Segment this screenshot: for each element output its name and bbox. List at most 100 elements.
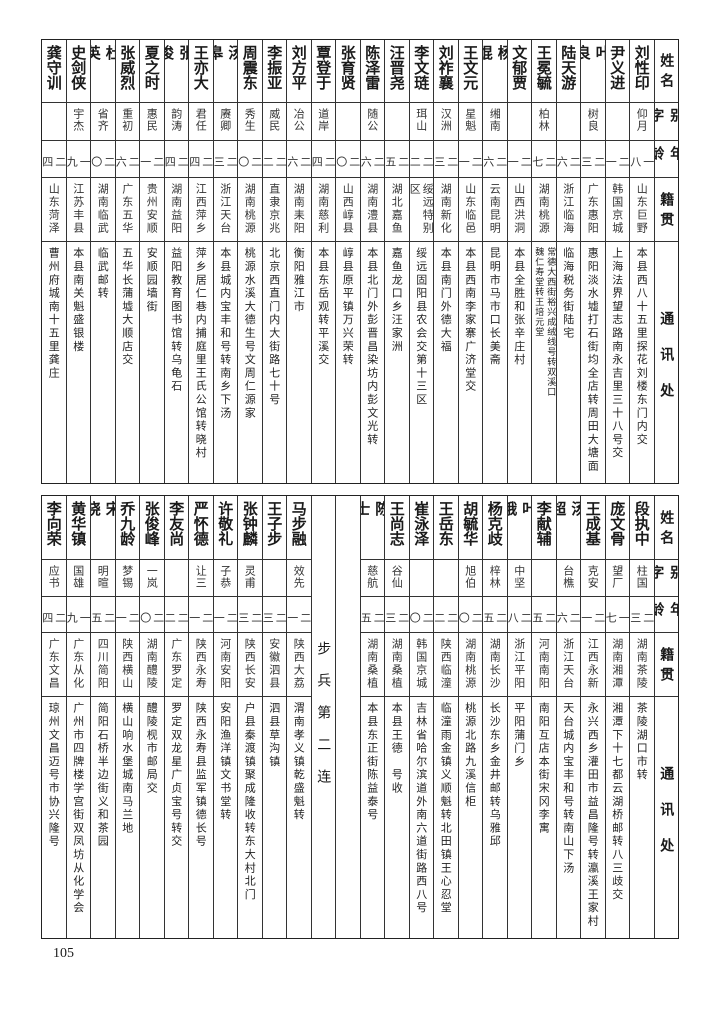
address-text: 衡阳雅江市: [292, 247, 306, 314]
age-text: 二三: [434, 155, 458, 170]
age-text: 二二: [262, 155, 287, 170]
age-cell: 二〇: [238, 141, 262, 179]
name-text: 张育贤: [338, 45, 357, 90]
name-text: 许敬礼: [216, 501, 235, 546]
address-cell: 茶陵湖口市转: [630, 697, 654, 938]
person-column: 史剑侠 宇杰 一九 江苏丰县 本县南关魁盛银楼: [65, 40, 90, 483]
address-cell: 湘潭下十七都云湖桥邮转八三歧交: [606, 697, 630, 938]
alias-text: 省齐: [96, 107, 110, 132]
alias-text: 珥山: [414, 107, 428, 132]
name-cell: 叶良: [581, 40, 605, 103]
name-cell: 宋晓: [91, 496, 115, 560]
origin-cell: 浙江临海: [556, 178, 580, 243]
alias-cell: [336, 103, 360, 141]
alias-text: 威民: [267, 107, 281, 132]
header-label-origin: 籍贯: [658, 647, 675, 688]
alias-cell: 珥山: [409, 103, 433, 141]
name-cell: 黄华镇: [66, 496, 90, 560]
alias-text: 随公: [365, 107, 379, 132]
alias-text: 明暄: [96, 564, 110, 589]
header-column: 姓名 别字 年龄 籍贯 通讯处: [653, 496, 679, 938]
origin-cell: 湖南临武: [91, 178, 115, 243]
origin-text: 湖南茶陵: [635, 638, 649, 691]
age-text: 二六: [483, 155, 507, 170]
address-cell: 崞县原平镇万兴荣转: [336, 242, 360, 483]
address-text: 临武邮转: [96, 247, 110, 301]
age-text: 二四: [164, 155, 189, 170]
origin-text: 湖南临武: [96, 183, 110, 236]
age-cell: 二六: [287, 141, 311, 179]
name-cell: 汤皋: [213, 40, 237, 103]
address-text: 本县西南李家寨广济堂交: [463, 247, 477, 394]
address-cell: 广州市四牌楼学宫街双凤坊从化学会: [67, 697, 91, 938]
age-cell: 二三: [385, 597, 409, 634]
origin-text: 四川简阳: [96, 638, 110, 691]
name-text: 陈士: [360, 501, 385, 536]
person-column: 叶良 树良 二三 广东惠阳 惠阳淡水墟打石街均全店转周田大塘面: [580, 40, 605, 483]
alias-cell: 中坚: [507, 560, 531, 597]
address-cell: 嘉鱼龙口乡汪家洲: [385, 242, 409, 483]
person-column: 张浚 韵涛 二四 湖南益阳 益阳教育图书馆转乌龟石: [163, 40, 189, 483]
origin-cell: 江西萍乡: [189, 178, 213, 243]
address-text: 本县王德 号收: [390, 702, 404, 796]
address-cell: 安顺园墙街: [140, 242, 164, 483]
name-text: 王亦大: [191, 45, 210, 90]
person-column: 刘方平 冶公 二六 湖南耒阳 衡阳雅江市: [286, 40, 311, 483]
age-text: 一八: [630, 155, 654, 170]
header-label-alias: 别字: [654, 107, 679, 128]
name-text: 陆天游: [559, 45, 578, 90]
name-cell: 汪晋尧: [385, 40, 409, 103]
name-cell: 杨克歧: [483, 496, 507, 560]
origin-text: 广东五华: [120, 183, 134, 236]
age-text: 二六: [556, 155, 581, 170]
address-cell: 平阳蒲门乡: [508, 697, 532, 938]
address-cell: 萍乡居仁巷内捕庭里王氏公馆转晓村: [189, 242, 213, 483]
name-text: 张钟麟: [240, 501, 259, 546]
name-cell: 李献辅: [532, 496, 556, 560]
header-label-alias: 别字: [654, 564, 679, 585]
age-cell: 二三: [262, 597, 286, 634]
name-cell: 王岳东: [434, 496, 458, 560]
name-cell: 张钟麟: [238, 496, 262, 560]
page-number: 105: [53, 946, 74, 961]
origin-text: 山西洪洞: [512, 183, 526, 236]
address-cell: 益阳教育图书馆转乌龟石: [165, 242, 189, 483]
age-cell: 二六: [483, 141, 507, 179]
origin-text: 浙江天台: [561, 638, 575, 691]
header-label-address: 通讯处: [658, 311, 675, 420]
name-text: 杜英: [91, 45, 115, 80]
person-column: 王成基 克安 二一 江西永新 永兴西乡灌田市益昌隆号转瀛溪王家村: [580, 496, 605, 938]
name-text: 龚守训: [44, 45, 63, 90]
address-text: 长沙东乡金井邮转乌雅邱: [488, 702, 502, 849]
origin-text: 湖南益阳: [169, 183, 183, 236]
origin-cell: 广东惠阳: [581, 178, 605, 243]
person-column: 杨克歧 梓林 二五 湖南长沙 长沙东乡金井邮转乌雅邱: [482, 496, 507, 938]
alias-text: 灵甫: [243, 564, 257, 589]
person-column: 王文元 星魁 二一 山东临邑 本县西南李家寨广济堂交: [457, 40, 482, 483]
age-text: 二五: [91, 611, 115, 626]
origin-text: 湖南耒阳: [292, 183, 306, 236]
alias-text: 重初: [120, 107, 134, 132]
age-cell: 二〇: [336, 141, 360, 179]
address-text: 萍乡居仁巷内捕庭里王氏公馆转晓村: [194, 247, 208, 460]
origin-text: 山东巨野: [635, 183, 649, 236]
origin-text: 陕西永寿: [194, 638, 208, 691]
alias-cell: 克安: [581, 560, 605, 597]
alias-text: 望厂: [610, 564, 624, 589]
address-cell: 衡阳雅江市: [287, 242, 311, 483]
age-text: 二三: [385, 611, 409, 626]
name-cell: 张浚: [164, 40, 188, 103]
name-cell: 马步融: [287, 496, 311, 560]
person-column: 严怀德 让三 二一 陕西永寿 陕西永寿县监军镇德长号: [188, 496, 213, 938]
age-text: 二一: [287, 611, 311, 626]
address-text: 本县南关魁盛银楼: [71, 247, 85, 354]
address-text: 琼州文昌迈号市协兴隆号: [47, 702, 61, 849]
header-cell-age: 年龄: [654, 141, 678, 179]
alias-cell: 省齐: [91, 103, 115, 141]
person-column: 段执中 柱国 二三 湖南茶陵 茶陵湖口市转: [629, 496, 654, 938]
address-cell: 本县北门外彭晋昌染坊内彭文光转: [361, 242, 385, 483]
address-text: 本县东岳观转平溪交: [316, 247, 330, 367]
age-text: 二〇: [91, 155, 115, 170]
address-text: 横山响水堡城南马兰地: [120, 702, 134, 836]
origin-cell: 湖南桃源: [532, 178, 556, 243]
